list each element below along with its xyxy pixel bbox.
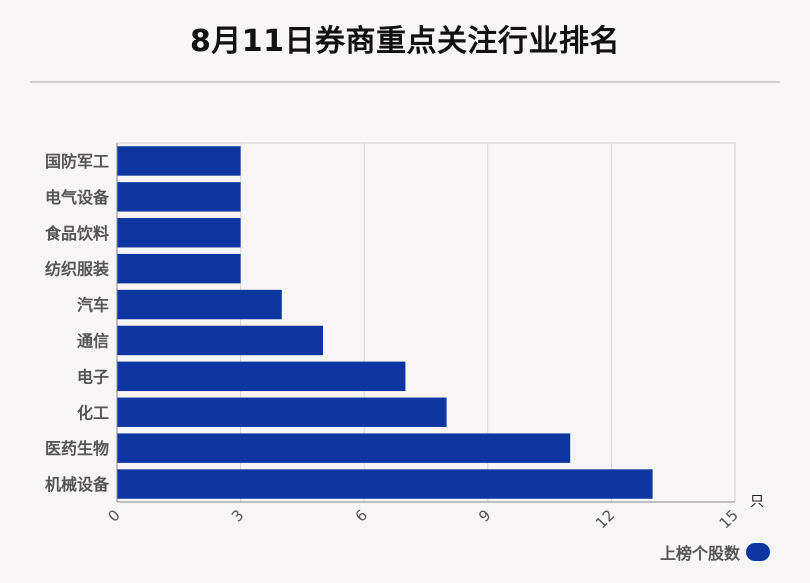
x-tick-label: 15 <box>716 506 742 532</box>
category-label: 纺织服装 <box>45 260 109 279</box>
bars <box>117 146 653 499</box>
legend-label: 上榜个股数 <box>659 544 740 563</box>
x-tick-label: 12 <box>592 506 618 532</box>
x-tick-label: 0 <box>104 506 123 525</box>
bar[interactable] <box>117 361 406 392</box>
category-label: 国防军工 <box>45 152 109 171</box>
category-label: 机械设备 <box>45 475 110 494</box>
bar[interactable] <box>117 253 241 284</box>
x-tick-label: 3 <box>228 506 247 525</box>
category-label: 电子 <box>77 367 109 386</box>
x-tick-label: 9 <box>475 506 494 525</box>
category-label: 电气设备 <box>45 188 110 207</box>
bar[interactable] <box>117 433 571 463</box>
x-axis-unit: 只 <box>750 494 764 510</box>
category-label: 食品饮料 <box>44 224 109 243</box>
bar[interactable] <box>117 325 323 356</box>
chart-title: 8月11日券商重点关注行业排名 <box>189 24 621 59</box>
category-label: 汽车 <box>77 296 109 315</box>
category-label: 医药生物 <box>45 439 109 458</box>
x-tick-label: 6 <box>352 506 371 525</box>
category-label: 化工 <box>77 403 109 422</box>
bar[interactable] <box>117 218 241 248</box>
tick-labels: 0 3 6 9 12 15 <box>104 506 741 532</box>
bar[interactable] <box>117 146 241 176</box>
title-divider <box>30 81 780 83</box>
bar[interactable] <box>117 469 653 499</box>
bar[interactable] <box>117 397 447 427</box>
legend-swatch <box>746 543 770 561</box>
legend[interactable]: 上榜个股数 <box>660 540 770 564</box>
bar[interactable] <box>117 182 241 212</box>
category-label: 通信 <box>77 331 109 350</box>
bar[interactable] <box>117 289 282 320</box>
